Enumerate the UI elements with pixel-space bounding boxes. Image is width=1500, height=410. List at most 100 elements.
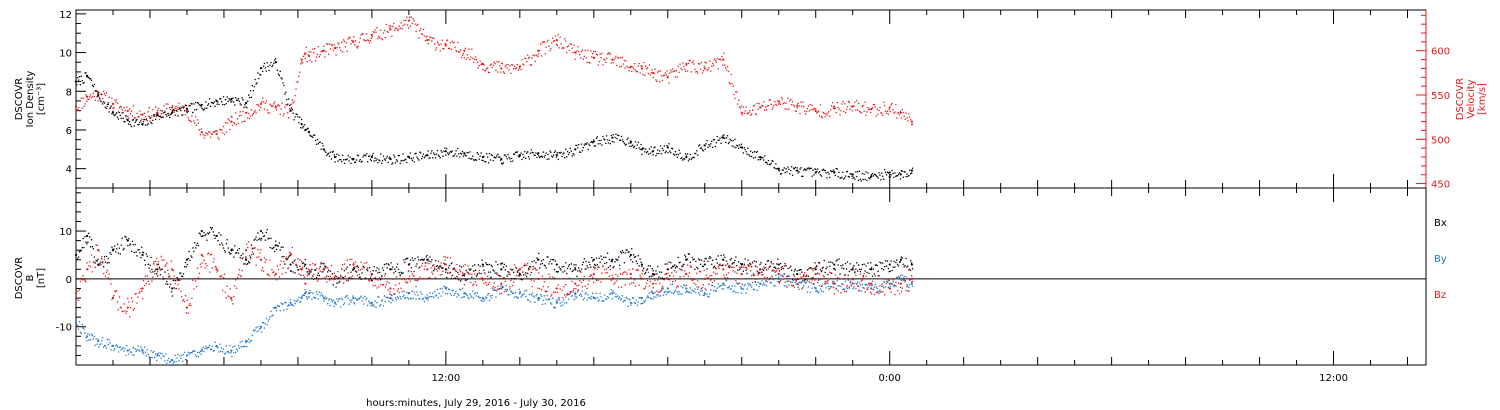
bz-point [370, 273, 373, 276]
density-sample [903, 171, 905, 173]
density-sample [568, 152, 571, 154]
density-sample [280, 77, 282, 79]
velocity-sample [864, 101, 866, 103]
bx-sample [160, 268, 162, 270]
density-sample [188, 104, 190, 107]
bz-sample [840, 292, 842, 294]
bz-sample [778, 281, 780, 283]
velocity-sample [255, 112, 257, 114]
bx-sample [124, 235, 126, 238]
by-sample [517, 297, 519, 299]
velocity-sample [807, 105, 810, 107]
velocity-sample [680, 67, 682, 70]
bz-sample [411, 273, 413, 275]
bx-sample [167, 283, 169, 285]
bz-sample [805, 274, 808, 276]
density-sample [752, 151, 754, 154]
bx-sample [192, 247, 194, 249]
bz-sample [731, 266, 733, 268]
by-sample [647, 296, 650, 298]
bx-sample [822, 266, 824, 269]
by-sample [395, 299, 398, 301]
velocity-sample [665, 74, 667, 76]
velocity-sample [118, 107, 121, 109]
bz-sample [415, 285, 417, 288]
velocity-sample [645, 65, 647, 67]
bx-sample [297, 269, 299, 271]
velocity-sample [512, 64, 514, 66]
bz-sample [89, 266, 92, 268]
velocity-sample [412, 18, 414, 20]
bz-sample [382, 284, 385, 286]
density-sample [583, 144, 585, 146]
by-sample [318, 291, 320, 293]
density-sample [858, 170, 861, 172]
by-sample [342, 304, 345, 306]
by-sample [394, 297, 397, 299]
by-sample [337, 300, 339, 302]
by-sample [579, 294, 581, 296]
velocity-sample [87, 98, 89, 101]
density-sample [147, 123, 149, 125]
bz-sample [702, 284, 704, 286]
density-sample [358, 160, 360, 162]
density-sample [122, 117, 124, 119]
velocity-sample [793, 106, 796, 108]
by-sample [240, 346, 242, 348]
by-sample [153, 350, 155, 353]
velocity-point [215, 132, 218, 136]
density-sample [870, 176, 872, 179]
bz-sample [514, 266, 517, 268]
by-sample [566, 302, 568, 304]
bz-sample [88, 265, 90, 267]
bz-sample [183, 301, 186, 303]
bx-sample [656, 273, 658, 275]
density-sample [253, 86, 255, 88]
bx-sample [549, 261, 551, 263]
bx-sample [267, 238, 269, 240]
velocity-sample [137, 116, 139, 118]
by-sample [866, 284, 868, 286]
bx-sample [786, 275, 788, 278]
by-sample [733, 290, 735, 292]
bx-sample [512, 269, 514, 271]
bz-sample [508, 271, 510, 274]
velocity-sample [753, 104, 756, 106]
velocity-sample [697, 72, 699, 74]
density-sample [381, 160, 384, 162]
by-sample [712, 289, 715, 292]
density-sample [752, 157, 755, 159]
velocity-point [555, 39, 558, 42]
density-sample [570, 150, 572, 152]
density-sample [511, 157, 513, 160]
bx-sample [588, 261, 590, 263]
density-sample [205, 101, 207, 103]
density-sample [906, 173, 908, 175]
bz-sample [487, 275, 489, 277]
density-sample [785, 168, 787, 170]
bx-sample [499, 275, 501, 277]
by-sample [116, 344, 118, 346]
by-sample [483, 300, 485, 302]
velocity-sample [254, 110, 256, 112]
density-sample [354, 161, 356, 164]
bx-sample [226, 239, 228, 241]
velocity-sample [390, 25, 392, 27]
density-sample [333, 154, 335, 156]
bz-sample [174, 283, 176, 285]
density-sample [615, 133, 617, 135]
velocity-sample [817, 111, 819, 113]
bx-sample [448, 264, 451, 267]
velocity-sample [549, 50, 551, 52]
bx-sample [568, 264, 571, 266]
bx-sample [302, 262, 305, 264]
bz-sample [412, 274, 414, 277]
bx-point [426, 258, 429, 261]
bz-sample [214, 265, 216, 268]
velocity-sample [497, 71, 499, 73]
velocity-sample [718, 58, 720, 60]
by-sample [298, 296, 300, 299]
velocity-sample [685, 70, 687, 72]
density-sample [564, 157, 566, 159]
velocity-sample [102, 98, 104, 100]
